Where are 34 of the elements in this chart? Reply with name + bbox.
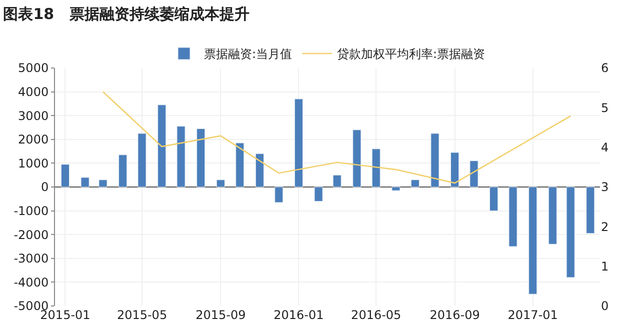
y-tick-label: -3000 [14,252,49,266]
y-tick-label: -1000 [14,204,49,218]
chart-title: 图表18 票据融资持续萎缩成本提升 [3,4,250,23]
y2-tick-label: 5 [601,100,609,115]
y-tick-label: 3000 [18,108,49,123]
bar [410,180,420,188]
y-tick-label: 1000 [18,156,49,170]
y-tick-label: 0 [40,180,49,194]
x-tick-label: 2016-01 [274,308,324,322]
bar [332,174,342,188]
line-series [102,91,572,184]
bar [98,180,108,188]
bar [80,177,90,188]
x-tick-label: 2016-09 [430,308,480,322]
y-tick-label: 5000 [18,61,49,76]
y2-tick-label: 6 [601,61,609,76]
bar [392,186,400,191]
y-tick-label: 4000 [18,85,49,99]
x-tick-label: 2017-01 [508,308,558,322]
y2-tick-label: 1 [601,260,609,274]
y2-tick-label: 0 [601,299,609,314]
x-tick-label: 2015-09 [196,308,246,322]
y-tick-label: 2000 [18,132,49,147]
y2-tick-label: 2 [601,220,609,234]
legend-label: 贷款加权平均利率:票据融资 [337,47,486,62]
legend-label: 票据融资:当月值 [204,47,292,62]
bar [314,186,323,202]
y-tick-label: -2000 [14,228,49,242]
x-tick-label: 2016-05 [351,308,402,322]
y2-tick-label: 4 [601,140,609,155]
bar [274,186,284,203]
x-tick-label: 2015-05 [116,308,168,322]
y2-tick-label: 3 [601,180,609,194]
y-tick-label: -4000 [14,275,49,290]
